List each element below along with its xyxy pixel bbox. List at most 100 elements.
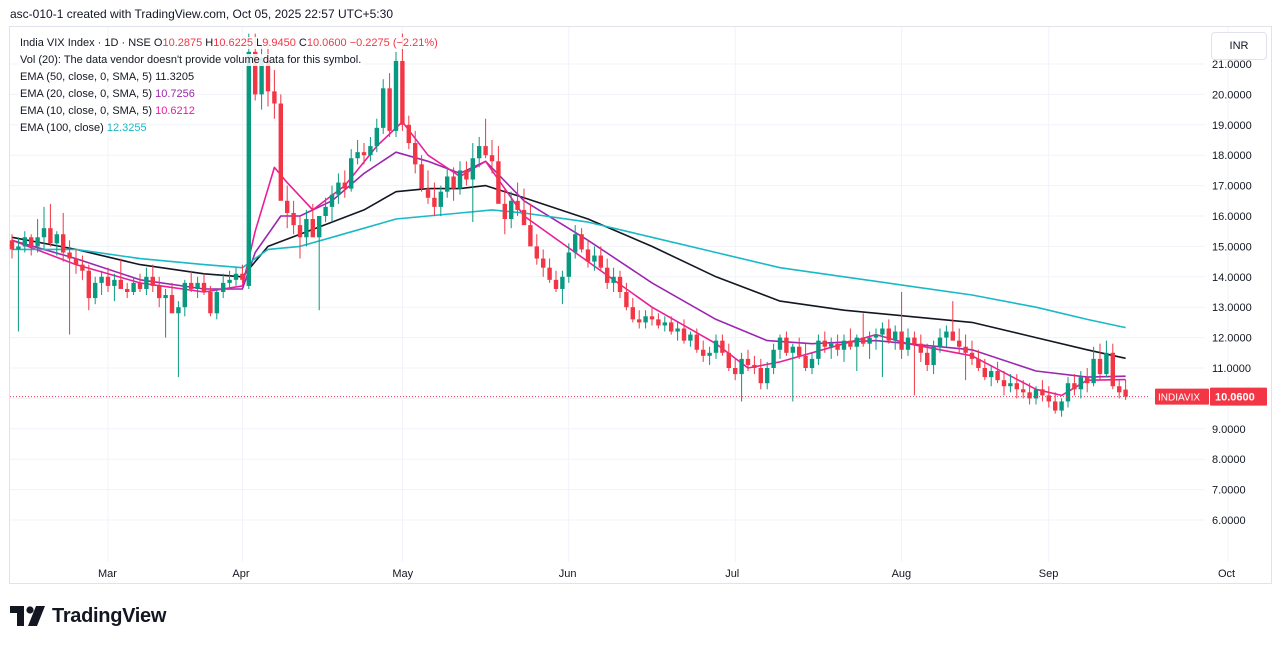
candle[interactable] — [720, 334, 725, 356]
candle[interactable] — [995, 361, 1000, 384]
candle[interactable] — [323, 197, 328, 223]
candle[interactable] — [733, 358, 738, 381]
candle[interactable] — [566, 243, 571, 283]
candle[interactable] — [1014, 374, 1019, 399]
candle[interactable] — [125, 282, 130, 299]
candle[interactable] — [957, 328, 962, 353]
candle[interactable] — [22, 231, 27, 253]
candle[interactable] — [669, 316, 674, 335]
candle[interactable] — [854, 334, 859, 372]
candle[interactable] — [745, 349, 751, 372]
candle[interactable] — [573, 225, 578, 259]
candle[interactable] — [835, 334, 840, 356]
candle[interactable] — [176, 301, 181, 378]
candle[interactable] — [361, 143, 367, 165]
candle[interactable] — [848, 328, 853, 350]
candle[interactable] — [1021, 380, 1026, 399]
candle[interactable] — [752, 355, 757, 375]
candle[interactable] — [841, 334, 847, 362]
candle[interactable] — [400, 33, 405, 131]
candle[interactable] — [803, 343, 808, 372]
candle[interactable] — [73, 249, 79, 274]
candle[interactable] — [419, 155, 424, 192]
candle[interactable] — [387, 73, 392, 137]
candle[interactable] — [413, 130, 418, 174]
candle[interactable] — [861, 313, 866, 347]
candle[interactable] — [342, 170, 347, 198]
candle[interactable] — [765, 361, 770, 390]
candle[interactable] — [457, 161, 463, 195]
candle[interactable] — [873, 328, 879, 350]
candle[interactable] — [16, 237, 21, 332]
candle[interactable] — [1053, 392, 1058, 414]
candle[interactable] — [425, 170, 431, 204]
candle[interactable] — [9, 234, 15, 259]
candle[interactable] — [829, 337, 834, 359]
candle[interactable] — [438, 185, 443, 216]
candle[interactable] — [790, 343, 795, 402]
candle[interactable] — [925, 343, 930, 372]
candle[interactable] — [317, 216, 322, 311]
legend-ema10-row[interactable]: EMA (10, close, 0, SMA, 5) 10.6212 — [18, 103, 440, 120]
legend-instrument[interactable]: India VIX Index · 1D · NSE — [20, 37, 151, 49]
candle[interactable] — [61, 212, 66, 262]
candle[interactable] — [611, 267, 616, 292]
candle[interactable] — [681, 319, 687, 344]
legend-volume-row[interactable]: Vol (20): The data vendor doesn't provid… — [18, 52, 440, 69]
candle[interactable] — [464, 161, 469, 186]
candle[interactable] — [489, 140, 495, 174]
candle[interactable] — [777, 334, 783, 359]
candle[interactable] — [41, 206, 47, 250]
candle[interactable] — [233, 267, 239, 286]
candle[interactable] — [54, 231, 59, 256]
candle[interactable] — [1078, 371, 1083, 399]
candle[interactable] — [1072, 374, 1077, 396]
candle[interactable] — [1027, 383, 1032, 405]
candle[interactable] — [182, 279, 187, 317]
candle[interactable] — [137, 273, 143, 292]
candle[interactable] — [150, 264, 155, 292]
candle[interactable] — [637, 310, 642, 329]
candle[interactable] — [784, 331, 789, 356]
candle[interactable] — [771, 343, 776, 375]
currency-button[interactable]: INR — [1211, 32, 1267, 60]
candle[interactable] — [963, 334, 968, 381]
candle[interactable] — [560, 270, 565, 305]
candle[interactable] — [688, 331, 693, 347]
candle[interactable] — [227, 270, 232, 289]
candle[interactable] — [886, 319, 891, 344]
candle[interactable] — [662, 316, 667, 332]
candle[interactable] — [816, 334, 821, 365]
candle[interactable] — [509, 191, 514, 229]
legend-ema100-row[interactable]: EMA (100, close) 12.3255 — [18, 120, 440, 137]
candle[interactable] — [1040, 380, 1045, 402]
candle[interactable] — [189, 270, 194, 292]
candle[interactable] — [131, 276, 136, 296]
candle[interactable] — [336, 173, 341, 204]
candle[interactable] — [521, 188, 527, 226]
candle[interactable] — [713, 334, 719, 359]
candle[interactable] — [304, 209, 309, 247]
candle[interactable] — [867, 331, 872, 359]
candle[interactable] — [144, 267, 149, 296]
candle[interactable] — [483, 118, 488, 159]
candle[interactable] — [221, 273, 226, 299]
candle[interactable] — [899, 292, 904, 359]
candle[interactable] — [893, 325, 898, 350]
candle[interactable] — [1059, 398, 1064, 417]
candle[interactable] — [656, 313, 661, 329]
candle[interactable] — [694, 328, 699, 353]
candle[interactable] — [291, 200, 296, 235]
candle[interactable] — [157, 276, 162, 308]
candle[interactable] — [534, 234, 539, 265]
candle[interactable] — [528, 203, 533, 247]
candle[interactable] — [944, 325, 949, 347]
candle[interactable] — [630, 298, 635, 323]
candle[interactable] — [515, 182, 520, 216]
candle[interactable] — [1033, 386, 1039, 405]
candle[interactable] — [265, 39, 271, 107]
candle[interactable] — [1097, 343, 1103, 381]
candle[interactable] — [1085, 368, 1090, 393]
candle[interactable] — [989, 364, 994, 387]
